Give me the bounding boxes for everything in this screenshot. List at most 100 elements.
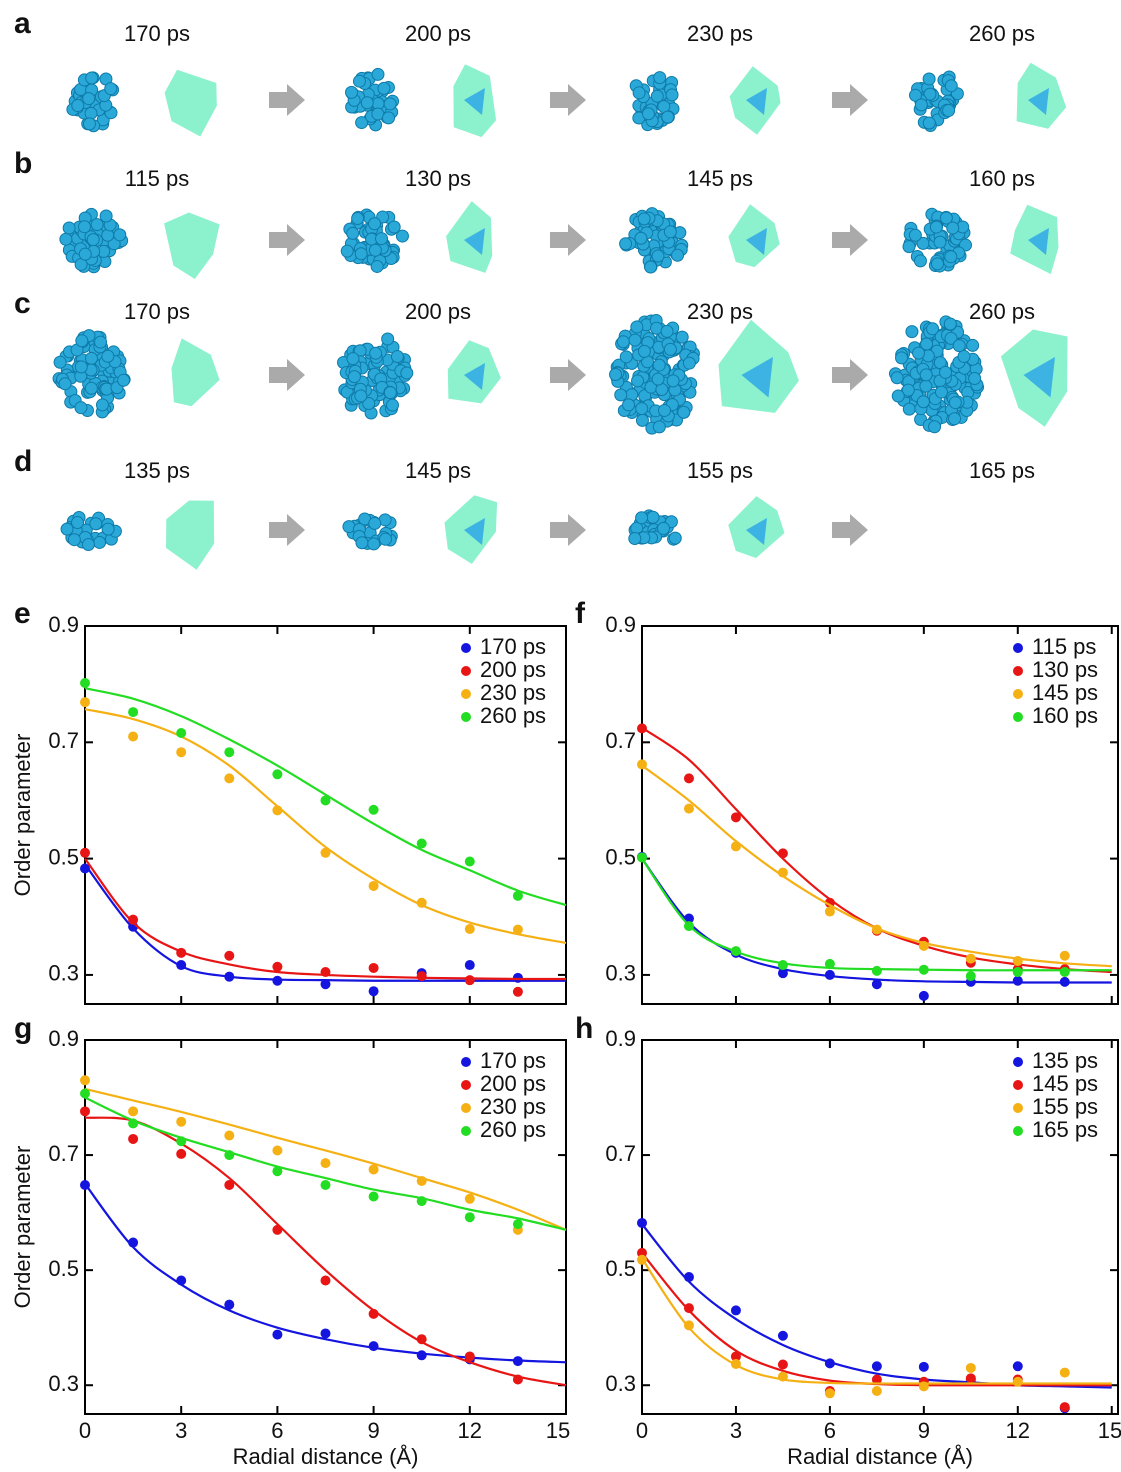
atom bbox=[671, 248, 685, 262]
data-point bbox=[176, 1136, 187, 1147]
arrow bbox=[832, 359, 868, 391]
y-tick-label: 0.5 bbox=[48, 844, 79, 869]
atom bbox=[101, 522, 115, 536]
data-point bbox=[965, 1373, 976, 1384]
data-point bbox=[730, 841, 741, 852]
data-point bbox=[1012, 975, 1023, 986]
fit-line bbox=[84, 687, 567, 907]
data-point bbox=[320, 1179, 331, 1190]
arrow bbox=[269, 84, 305, 116]
atom bbox=[616, 335, 630, 349]
atom bbox=[916, 395, 930, 409]
legend-marker bbox=[1013, 712, 1023, 722]
data-point bbox=[464, 1193, 475, 1204]
atom bbox=[93, 535, 107, 549]
atom bbox=[104, 82, 118, 96]
atom bbox=[354, 247, 368, 261]
data-point bbox=[871, 965, 882, 976]
atom bbox=[346, 352, 360, 366]
atom bbox=[95, 398, 109, 412]
atom bbox=[661, 110, 675, 124]
atom bbox=[665, 88, 679, 102]
x-tick-label: 3 bbox=[175, 1418, 187, 1443]
atom bbox=[913, 254, 927, 268]
y-tick-label: 0.3 bbox=[48, 961, 79, 986]
legend-label: 145 ps bbox=[1032, 1071, 1098, 1096]
atom bbox=[400, 366, 414, 380]
data-point bbox=[512, 924, 523, 935]
atom-cluster bbox=[60, 511, 122, 551]
data-point bbox=[128, 731, 139, 742]
atom bbox=[383, 97, 397, 111]
polyhedron bbox=[164, 69, 217, 137]
atom bbox=[368, 217, 382, 231]
atom-cluster bbox=[337, 332, 414, 420]
atom-cluster bbox=[342, 512, 398, 551]
data-point bbox=[464, 960, 475, 971]
atom bbox=[395, 229, 409, 243]
data-point bbox=[512, 1219, 523, 1230]
panel-letter: d bbox=[14, 445, 32, 478]
polyhedron bbox=[166, 500, 215, 570]
data-point bbox=[368, 804, 379, 815]
atom bbox=[933, 235, 947, 249]
data-point bbox=[416, 1334, 427, 1345]
atom-cluster bbox=[52, 329, 131, 419]
time-label: 260 ps bbox=[969, 21, 1035, 46]
atom bbox=[902, 240, 916, 254]
atom bbox=[652, 358, 666, 372]
atom bbox=[939, 211, 953, 225]
data-point bbox=[730, 946, 741, 957]
atom bbox=[637, 344, 651, 358]
polyhedron-core bbox=[464, 228, 485, 255]
polyhedron-core bbox=[741, 357, 773, 398]
legend-label: 170 ps bbox=[480, 634, 546, 659]
data-point bbox=[1059, 950, 1070, 961]
legend-marker bbox=[1013, 643, 1023, 653]
data-point bbox=[871, 1374, 882, 1385]
time-label: 145 ps bbox=[405, 458, 471, 483]
atom bbox=[346, 226, 360, 240]
panel-letter: c bbox=[14, 287, 31, 320]
atom bbox=[354, 389, 368, 403]
atom bbox=[905, 325, 919, 339]
legend-label: 200 ps bbox=[480, 657, 546, 682]
data-point bbox=[637, 852, 647, 863]
atom bbox=[895, 351, 909, 365]
y-tick-label: 0.9 bbox=[605, 1026, 636, 1051]
arrow bbox=[550, 359, 586, 391]
x-axis-label: Radial distance (Å) bbox=[787, 1444, 973, 1469]
data-point bbox=[320, 795, 331, 806]
data-point bbox=[176, 960, 187, 971]
atom bbox=[668, 531, 682, 545]
data-point bbox=[871, 1385, 882, 1396]
data-point bbox=[224, 773, 235, 784]
atom bbox=[943, 317, 957, 331]
data-point bbox=[1012, 967, 1023, 978]
atom-cluster bbox=[902, 207, 973, 273]
polyhedron-core bbox=[1028, 228, 1049, 255]
data-point bbox=[1059, 1402, 1070, 1413]
atom bbox=[923, 87, 937, 101]
legend-label: 145 ps bbox=[1032, 680, 1098, 705]
time-label: 155 ps bbox=[687, 458, 753, 483]
atom bbox=[944, 250, 958, 264]
arrow bbox=[550, 224, 586, 256]
legend-label: 200 ps bbox=[480, 1071, 546, 1096]
atom bbox=[948, 412, 962, 426]
y-tick-label: 0.3 bbox=[605, 1371, 636, 1396]
polyhedron-core bbox=[1023, 357, 1055, 398]
atom-cluster bbox=[629, 71, 680, 132]
legend-marker bbox=[461, 1126, 471, 1136]
atom bbox=[650, 89, 664, 103]
data-point bbox=[824, 1388, 835, 1399]
x-tick-label: 0 bbox=[79, 1418, 91, 1443]
atom bbox=[628, 333, 642, 347]
data-point bbox=[871, 979, 882, 990]
data-point bbox=[918, 1381, 929, 1392]
fit-line bbox=[84, 857, 567, 981]
fit-line bbox=[641, 857, 1112, 972]
panel-letter: b bbox=[14, 147, 32, 180]
polyhedron bbox=[446, 201, 493, 273]
